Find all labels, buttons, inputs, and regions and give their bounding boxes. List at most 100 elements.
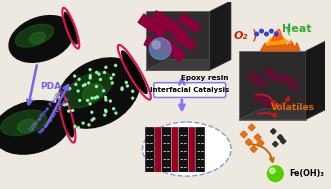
FancyBboxPatch shape bbox=[154, 83, 226, 98]
Circle shape bbox=[126, 85, 128, 87]
FancyBboxPatch shape bbox=[195, 127, 205, 172]
Ellipse shape bbox=[1, 110, 47, 136]
Circle shape bbox=[125, 81, 127, 83]
FancyBboxPatch shape bbox=[137, 13, 167, 39]
Circle shape bbox=[75, 83, 77, 85]
Circle shape bbox=[105, 109, 107, 111]
Circle shape bbox=[113, 108, 115, 110]
Circle shape bbox=[93, 118, 95, 120]
Circle shape bbox=[105, 99, 107, 101]
FancyBboxPatch shape bbox=[162, 127, 171, 172]
Circle shape bbox=[267, 166, 283, 181]
Circle shape bbox=[113, 74, 115, 76]
Circle shape bbox=[68, 110, 70, 112]
Circle shape bbox=[96, 71, 98, 73]
Circle shape bbox=[91, 111, 93, 113]
FancyBboxPatch shape bbox=[155, 127, 162, 172]
Circle shape bbox=[77, 127, 79, 129]
FancyBboxPatch shape bbox=[279, 72, 301, 92]
Circle shape bbox=[89, 69, 91, 71]
Circle shape bbox=[98, 73, 100, 75]
Circle shape bbox=[111, 82, 113, 84]
FancyBboxPatch shape bbox=[173, 31, 197, 51]
FancyBboxPatch shape bbox=[253, 92, 275, 108]
Ellipse shape bbox=[82, 84, 103, 101]
Circle shape bbox=[89, 75, 91, 77]
Text: ): ) bbox=[252, 29, 257, 43]
Circle shape bbox=[88, 82, 90, 84]
Circle shape bbox=[255, 32, 259, 36]
Circle shape bbox=[77, 90, 79, 92]
Circle shape bbox=[265, 32, 268, 36]
Ellipse shape bbox=[61, 99, 73, 137]
Circle shape bbox=[82, 84, 84, 87]
Circle shape bbox=[69, 88, 71, 90]
Polygon shape bbox=[239, 51, 306, 120]
FancyBboxPatch shape bbox=[145, 127, 155, 172]
Text: (: ( bbox=[286, 22, 292, 36]
Polygon shape bbox=[239, 109, 327, 120]
FancyBboxPatch shape bbox=[164, 19, 190, 43]
Ellipse shape bbox=[122, 51, 147, 93]
Circle shape bbox=[89, 77, 91, 79]
Circle shape bbox=[88, 124, 90, 126]
Circle shape bbox=[58, 96, 60, 98]
Circle shape bbox=[105, 66, 107, 68]
Polygon shape bbox=[146, 60, 231, 70]
Circle shape bbox=[150, 38, 171, 60]
Circle shape bbox=[260, 29, 263, 33]
Text: PDA: PDA bbox=[41, 82, 62, 91]
Polygon shape bbox=[265, 33, 291, 45]
Circle shape bbox=[74, 125, 76, 127]
Polygon shape bbox=[306, 40, 327, 120]
Circle shape bbox=[96, 96, 98, 98]
Circle shape bbox=[104, 71, 106, 74]
Circle shape bbox=[91, 97, 93, 99]
Circle shape bbox=[89, 103, 91, 105]
Circle shape bbox=[104, 114, 106, 116]
FancyBboxPatch shape bbox=[143, 36, 171, 56]
Circle shape bbox=[132, 90, 134, 92]
Circle shape bbox=[105, 111, 107, 112]
Text: Heat: Heat bbox=[282, 24, 312, 34]
Circle shape bbox=[78, 78, 80, 80]
Text: Epoxy resin: Epoxy resin bbox=[181, 75, 228, 81]
Circle shape bbox=[63, 104, 65, 106]
Circle shape bbox=[152, 41, 160, 49]
Circle shape bbox=[103, 90, 105, 92]
Polygon shape bbox=[146, 11, 210, 70]
Circle shape bbox=[71, 109, 73, 111]
Circle shape bbox=[66, 103, 68, 105]
Circle shape bbox=[91, 119, 93, 121]
Polygon shape bbox=[210, 1, 231, 70]
Text: Ultrafine Fe(OH)₃: Ultrafine Fe(OH)₃ bbox=[29, 84, 69, 132]
FancyBboxPatch shape bbox=[179, 127, 188, 172]
FancyBboxPatch shape bbox=[158, 35, 187, 62]
FancyBboxPatch shape bbox=[178, 13, 202, 33]
Circle shape bbox=[132, 97, 134, 99]
Circle shape bbox=[269, 168, 275, 174]
Circle shape bbox=[82, 122, 84, 124]
Circle shape bbox=[99, 78, 101, 81]
Circle shape bbox=[95, 85, 97, 88]
Text: Nanoparticles: Nanoparticles bbox=[38, 96, 71, 136]
Circle shape bbox=[274, 32, 278, 36]
Text: Volatiles: Volatiles bbox=[271, 103, 315, 112]
Circle shape bbox=[74, 75, 76, 77]
Ellipse shape bbox=[57, 58, 140, 128]
Text: O₂: O₂ bbox=[234, 31, 248, 41]
Ellipse shape bbox=[15, 24, 54, 47]
Circle shape bbox=[115, 64, 117, 66]
Ellipse shape bbox=[143, 122, 231, 176]
FancyBboxPatch shape bbox=[172, 127, 178, 172]
Circle shape bbox=[121, 87, 123, 89]
Ellipse shape bbox=[17, 119, 37, 133]
Polygon shape bbox=[260, 36, 300, 51]
Circle shape bbox=[105, 96, 107, 98]
Ellipse shape bbox=[29, 32, 45, 44]
Circle shape bbox=[109, 100, 111, 102]
Ellipse shape bbox=[64, 72, 112, 108]
FancyBboxPatch shape bbox=[188, 127, 195, 172]
Circle shape bbox=[57, 92, 59, 94]
FancyBboxPatch shape bbox=[151, 10, 179, 32]
